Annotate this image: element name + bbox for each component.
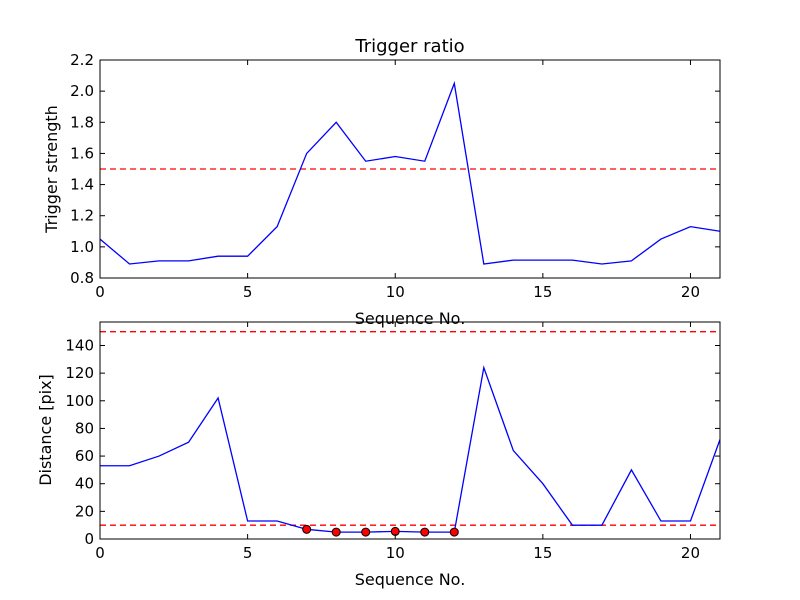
bottom-plot-frame xyxy=(99,321,721,540)
bottom-x-tick-label: 10 xyxy=(386,544,405,562)
bottom-y-tick-label: 0 xyxy=(84,530,94,548)
top-y-tick-label: 1.6 xyxy=(70,144,94,162)
bottom-x-tick-label: 15 xyxy=(533,544,552,562)
bottom-data-point xyxy=(420,527,430,537)
bottom-y-tick-label: 120 xyxy=(65,364,94,382)
bottom-series-line xyxy=(100,365,721,533)
bottom-y-tick-label: 20 xyxy=(75,502,94,520)
top-plot-frame xyxy=(99,59,721,279)
top-x-tick-label: 0 xyxy=(95,283,105,301)
bottom-y-tick-label: 40 xyxy=(75,475,94,493)
top-series-line xyxy=(99,80,721,265)
bottom-y-tick-label: 140 xyxy=(65,336,94,354)
top-x-tick-label: 20 xyxy=(681,283,700,301)
bottom-data-point xyxy=(361,527,371,537)
top-chart-title: Trigger ratio xyxy=(354,36,464,57)
bottom-y-tick-label: 80 xyxy=(75,419,94,437)
bottom-x-tick-label: 0 xyxy=(95,544,105,562)
top-y-axis-label: Trigger strength xyxy=(42,105,61,234)
bottom-data-point xyxy=(331,527,341,537)
top-subplot: Trigger ratio Sequence No. Trigger stren… xyxy=(42,36,721,328)
top-y-tick-label: 1.2 xyxy=(70,207,94,225)
bottom-y-tick-label: 100 xyxy=(65,392,94,410)
top-y-tick-label: 1.8 xyxy=(70,113,94,131)
bottom-y-tick-label: 60 xyxy=(75,447,94,465)
bottom-x-tick-label: 20 xyxy=(681,544,700,562)
top-y-tick-label: 2.0 xyxy=(70,82,94,100)
bottom-y-axis-label: Distance [pix] xyxy=(36,374,55,486)
top-y-tick-label: 1.0 xyxy=(70,238,94,256)
top-x-axis-label: Sequence No. xyxy=(355,309,466,328)
top-y-tick-label: 1.4 xyxy=(70,176,94,194)
top-y-tick-label: 2.2 xyxy=(70,51,94,69)
top-x-tick-label: 5 xyxy=(243,283,253,301)
bottom-x-axis-label: Sequence No. xyxy=(355,570,466,589)
top-x-tick-label: 15 xyxy=(533,283,552,301)
bottom-data-point xyxy=(449,527,459,537)
bottom-data-point xyxy=(302,524,312,534)
top-x-tick-label: 10 xyxy=(386,283,405,301)
bottom-subplot: Sequence No. Distance [pix] 0 5 10 15 20 0 20 4… xyxy=(36,321,721,589)
top-y-tick-label: 0.8 xyxy=(70,269,94,287)
bottom-x-tick-label: 5 xyxy=(243,544,253,562)
